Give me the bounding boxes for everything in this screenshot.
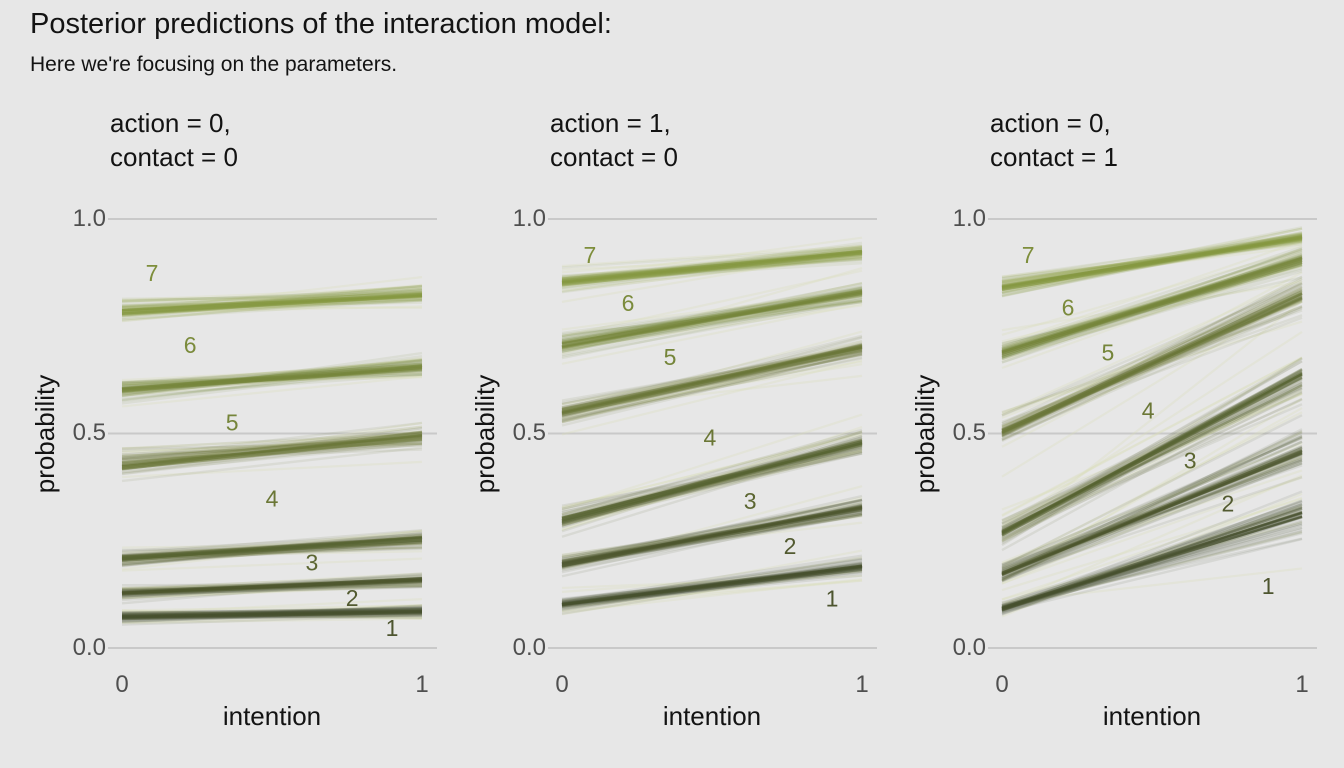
category-label-7: 7: [1022, 242, 1035, 268]
x-axis-title: intention: [1102, 701, 1202, 731]
y-tick-label-1-0: 1.0: [952, 205, 986, 232]
x-tick-label-1: 1: [415, 671, 429, 698]
facet-title: action = 0, contact = 1: [990, 106, 1118, 174]
category-label-1: 1: [1262, 573, 1275, 599]
facet-title-line1: action = 0,: [990, 108, 1111, 138]
x-axis-title: intention: [662, 701, 762, 731]
y-tick-label-0-5: 0.5: [72, 419, 106, 446]
x-tick-label-0: 0: [555, 671, 569, 698]
facet-title-line1: action = 1,: [550, 108, 671, 138]
category-label-1: 1: [826, 586, 839, 612]
y-tick-label-0-5: 0.5: [952, 419, 986, 446]
category-label-5: 5: [664, 344, 677, 370]
category-label-4: 4: [704, 424, 717, 450]
x-tick-label-1: 1: [855, 671, 869, 698]
category-label-2: 2: [784, 533, 797, 559]
x-axis-title: intention: [222, 701, 322, 731]
x-tick-label-0: 0: [115, 671, 129, 698]
y-tick-label-1-0: 1.0: [72, 205, 106, 232]
facet-title-line2: contact = 0: [550, 142, 678, 172]
category-label-5: 5: [226, 409, 239, 435]
category-label-5: 5: [1102, 339, 1115, 365]
category-label-4: 4: [266, 486, 279, 512]
y-tick-label-1-0: 1.0: [512, 205, 546, 232]
plot-title: Posterior predictions of the interaction…: [30, 8, 612, 40]
category-label-2: 2: [346, 585, 359, 611]
category-label-2: 2: [1222, 490, 1235, 516]
facet-title: action = 1, contact = 0: [550, 106, 678, 174]
facet-title: action = 0, contact = 0: [110, 106, 238, 174]
category-label-3: 3: [1184, 448, 1197, 474]
category-label-6: 6: [1062, 294, 1075, 320]
panel-plot-area: 1 2 3 4 5 6 7: [108, 218, 437, 649]
category-label-3: 3: [306, 550, 319, 576]
y-axis-title: probability: [30, 374, 60, 494]
category-label-7: 7: [146, 260, 159, 286]
category-label-6: 6: [622, 290, 635, 316]
y-axis-title: probability: [470, 374, 500, 494]
facet-title-line2: contact = 1: [990, 142, 1118, 172]
x-tick-label-1: 1: [1295, 671, 1309, 698]
category-label-1: 1: [386, 615, 399, 641]
panel-plot-area: 1 2 3 4 5 67: [548, 218, 877, 649]
y-tick-label-0-0: 0.0: [952, 634, 986, 661]
category-label-4: 4: [1142, 397, 1155, 423]
facet-title-line1: action = 0,: [110, 108, 231, 138]
y-tick-label-0-0: 0.0: [512, 634, 546, 661]
category-label-6: 6: [184, 332, 197, 358]
y-tick-label-0-0: 0.0: [72, 634, 106, 661]
category-label-3: 3: [744, 488, 757, 514]
y-axis-title: probability: [910, 374, 940, 494]
plot-subtitle: Here we're focusing on the parameters.: [30, 53, 398, 76]
y-tick-label-0-5: 0.5: [512, 419, 546, 446]
category-label-7: 7: [584, 242, 597, 268]
facet-title-line2: contact = 0: [110, 142, 238, 172]
x-tick-label-0: 0: [995, 671, 1009, 698]
